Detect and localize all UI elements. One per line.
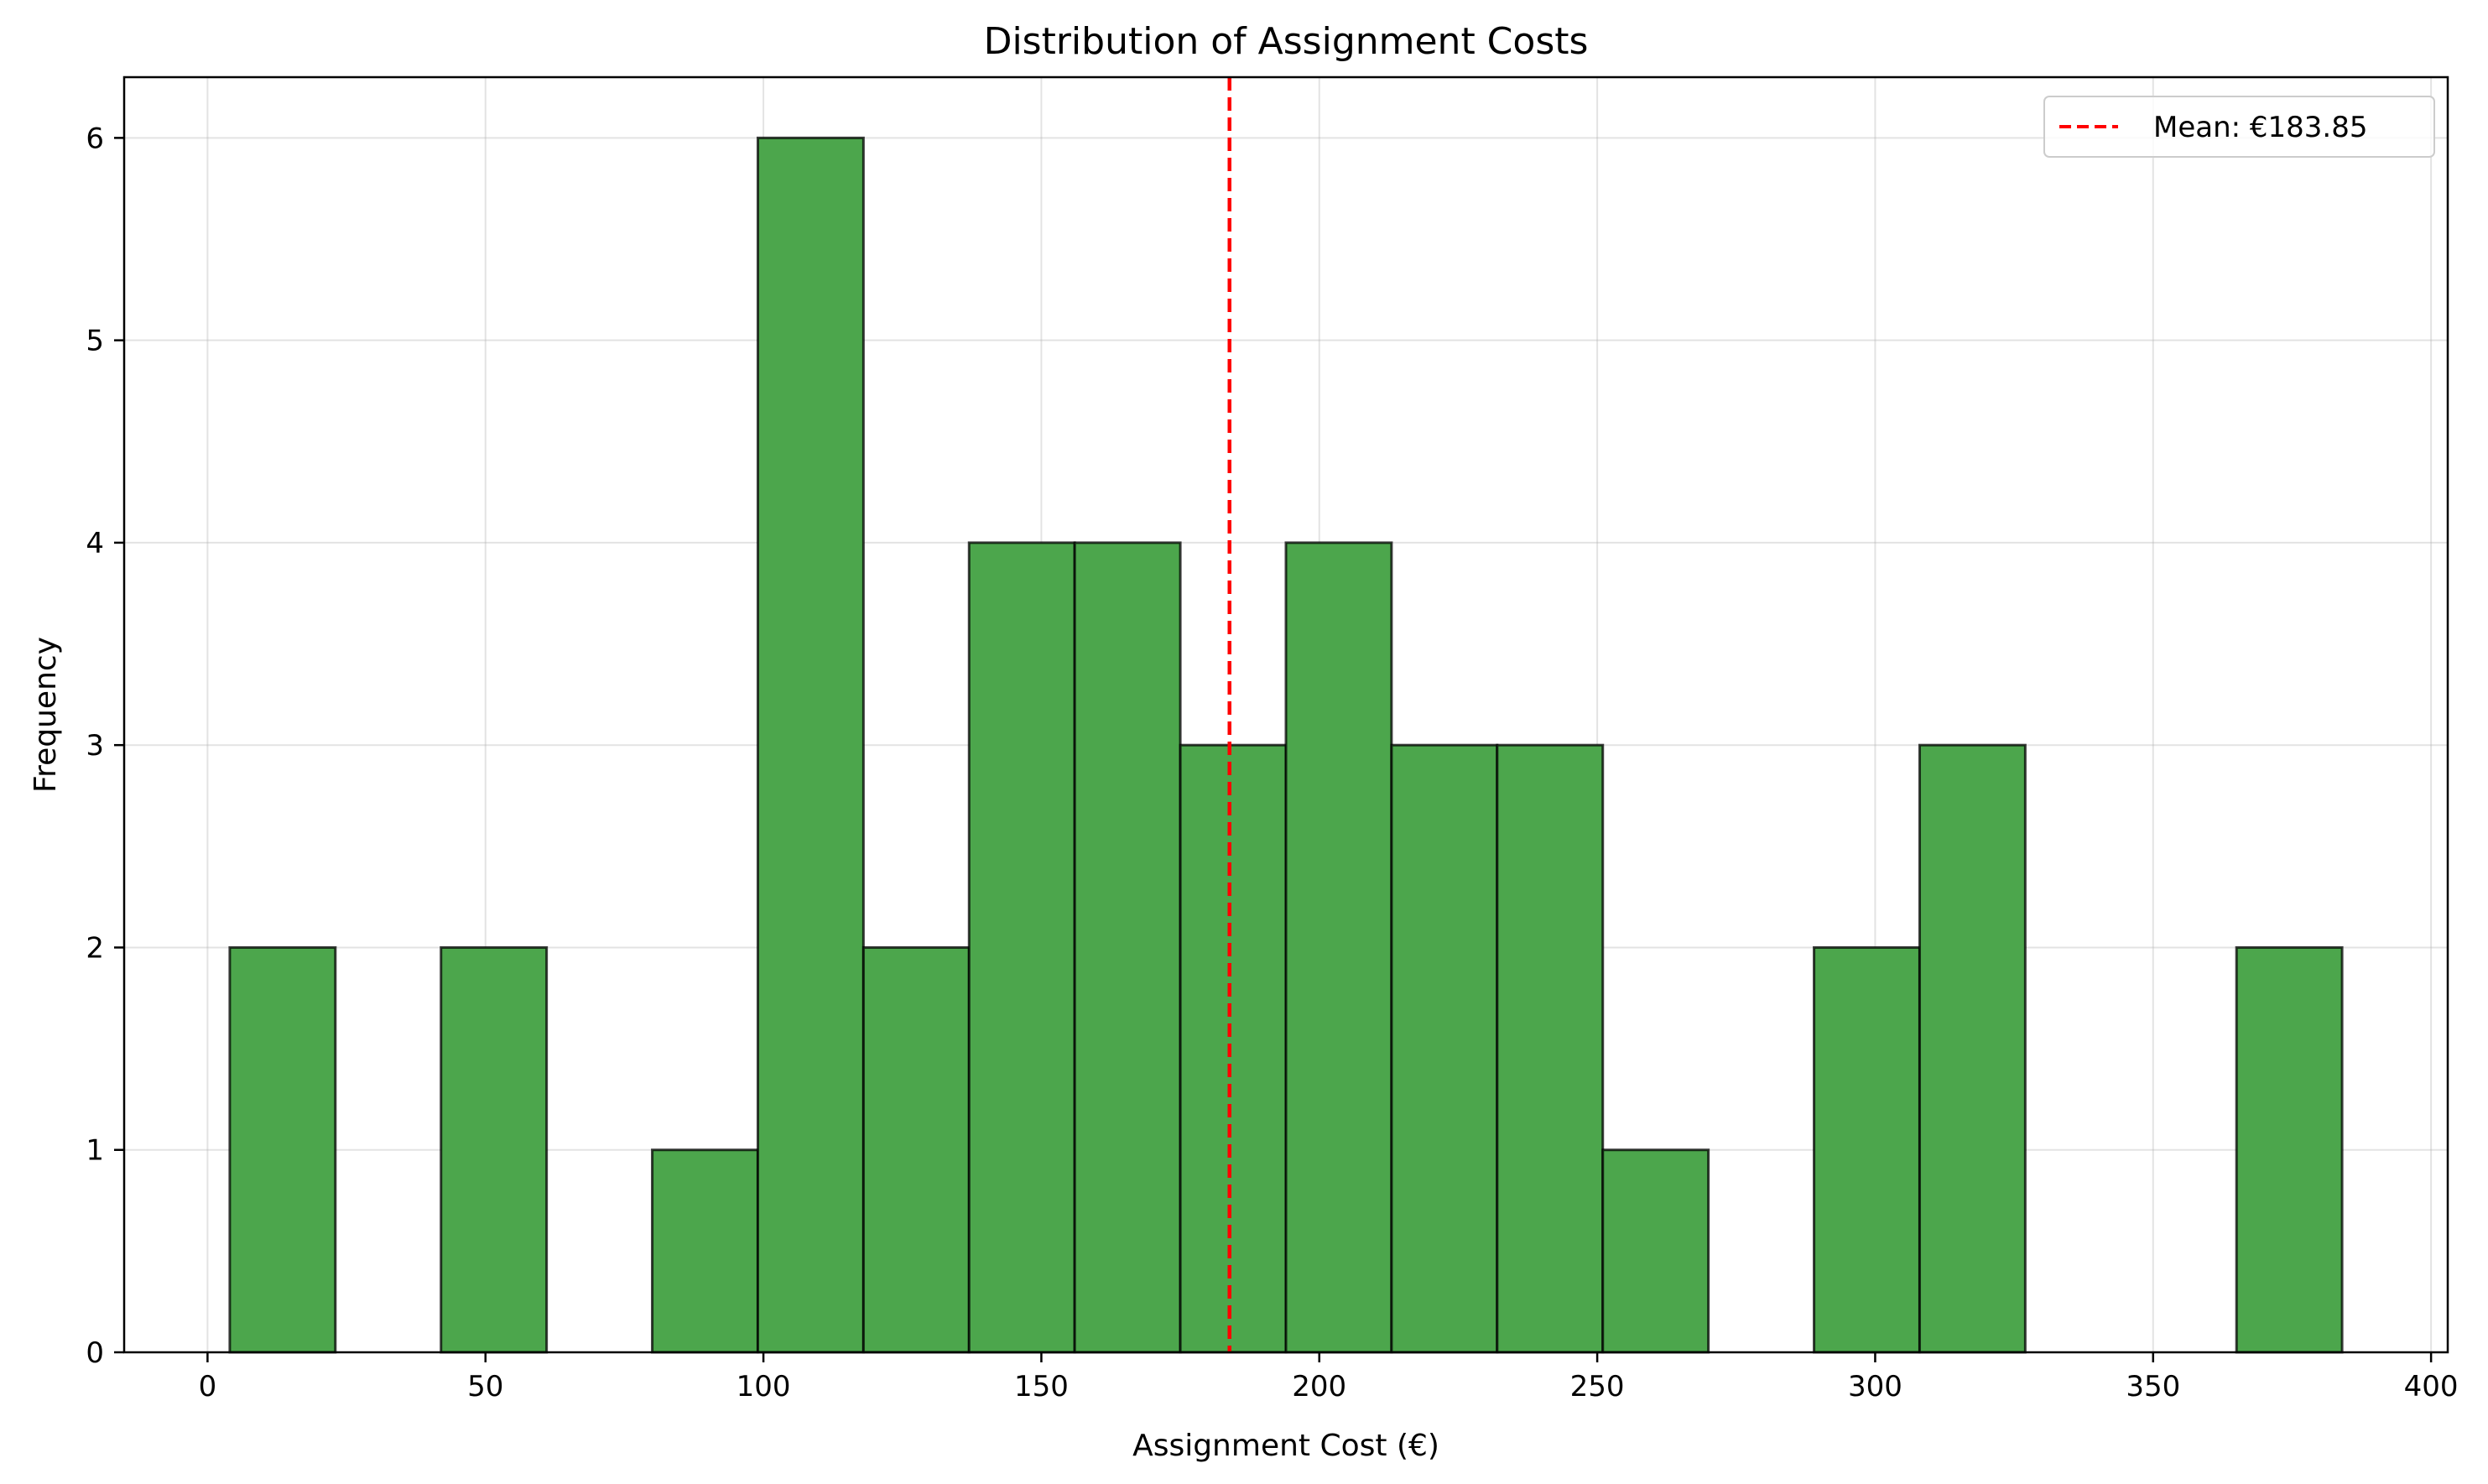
histogram-bar (1601, 1148, 1710, 1354)
x-tick-label: 50 (467, 1370, 503, 1403)
tick-layer: 0 50 100 150 200 250 300 350 400 0 1 2 3 4 5 6 (86, 122, 2458, 1403)
y-tick-label: 0 (86, 1336, 104, 1370)
x-tick-label: 300 (1848, 1370, 1902, 1403)
histogram-bar (440, 945, 549, 1354)
x-tick-label: 0 (199, 1370, 217, 1403)
y-tick-label: 3 (86, 729, 104, 763)
histogram-bar (1284, 541, 1393, 1354)
histogram-bar (1179, 743, 1288, 1354)
histogram-bar (651, 1148, 759, 1354)
x-tick-label: 100 (737, 1370, 791, 1403)
y-tick-label: 1 (86, 1134, 104, 1168)
x-tick-label: 250 (1570, 1370, 1625, 1403)
histogram-bar (967, 541, 1076, 1354)
histogram-bar (1813, 945, 1921, 1354)
y-tick-label: 6 (86, 122, 104, 155)
bar-layer (228, 136, 2344, 1354)
x-axis-label: Assignment Cost (€) (1132, 1429, 1439, 1463)
x-tick-label: 400 (2404, 1370, 2459, 1403)
chart-title: Distribution of Assignment Costs (984, 20, 1589, 63)
legend-mean-label: Mean: €183.85 (2153, 111, 2368, 144)
plot-frame (122, 76, 2449, 1354)
histogram-bar (1496, 743, 1605, 1354)
histogram-bar (1073, 541, 1182, 1354)
histogram-bar (861, 945, 971, 1354)
legend-box (2043, 96, 2435, 158)
x-tick-label: 150 (1014, 1370, 1069, 1403)
histogram-bar (1918, 743, 2027, 1354)
histogram-bar (1390, 743, 1499, 1354)
y-tick-label: 4 (86, 527, 104, 560)
legend: Mean: €183.85 (2043, 96, 2435, 158)
histogram-bar (2235, 945, 2344, 1354)
y-axis-label: Frequency (29, 637, 63, 793)
histogram-bar (228, 945, 337, 1354)
y-tick-label: 2 (86, 931, 104, 965)
x-tick-label: 200 (1292, 1370, 1346, 1403)
histogram-bar (756, 136, 865, 1354)
x-tick-label: 350 (2126, 1370, 2180, 1403)
y-tick-label: 5 (86, 325, 104, 358)
